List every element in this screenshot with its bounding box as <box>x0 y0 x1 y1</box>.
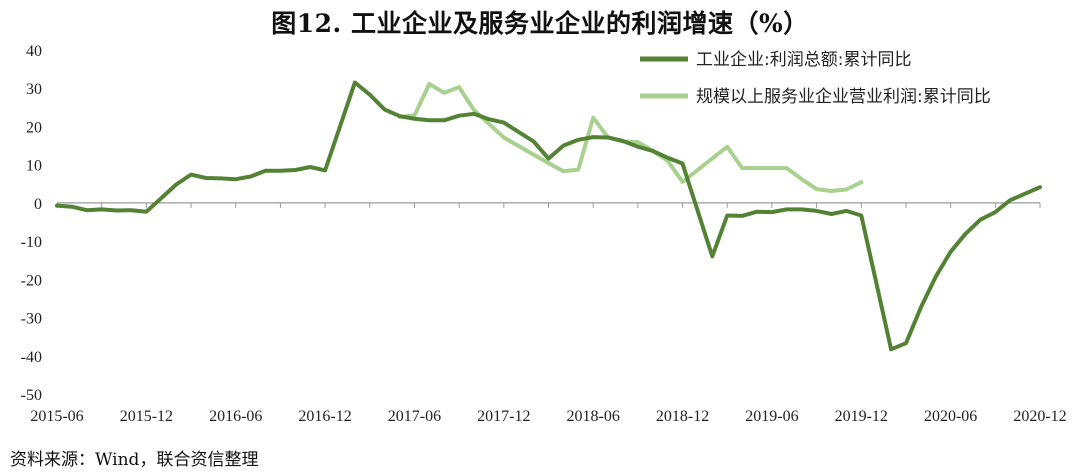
x-tick-label: 2019-12 <box>835 408 888 425</box>
series-lines <box>55 80 1042 352</box>
y-tick-label: 0 <box>34 196 42 213</box>
y-tick-label: -40 <box>21 349 42 366</box>
y-tick-label: 40 <box>26 43 42 60</box>
x-tick-label: 2016-12 <box>298 408 351 425</box>
x-tick-label: 2019-06 <box>745 408 798 425</box>
x-tick-label: 2016-06 <box>209 408 262 425</box>
x-tick-label: 2015-12 <box>120 408 173 425</box>
y-tick-label: -30 <box>21 311 42 328</box>
y-tick-label: -10 <box>21 234 42 251</box>
y-tick-label: 10 <box>26 158 42 175</box>
x-tick-label: 2018-06 <box>567 408 620 425</box>
series-line-0 <box>55 80 1042 352</box>
legend-label-0: 工业企业:利润总额:累计同比 <box>696 50 911 70</box>
y-tick-label: 30 <box>26 81 42 98</box>
source-note: 资料来源：Wind，联合资信整理 <box>10 450 259 470</box>
x-axis-tick-labels: 2015-06 2015-12 2016-06 2016-12 2017-06 2017-… <box>30 408 1066 425</box>
y-tick-label: 20 <box>26 119 42 136</box>
x-tick-label: 2017-06 <box>388 408 441 425</box>
chart-axes <box>56 202 1041 208</box>
y-tick-label: -20 <box>21 272 42 289</box>
y-axis-tick-labels: 40 30 20 10 0 -10 -20 -30 -40 -50 <box>21 43 42 404</box>
x-tick-label: 2020-06 <box>924 408 977 425</box>
y-tick-label: -50 <box>21 387 42 404</box>
x-tick-label: 2020-12 <box>1013 408 1066 425</box>
legend-label-1: 规模以上服务业企业营业利润:累计同比 <box>696 87 991 107</box>
x-tick-label: 2017-12 <box>477 408 530 425</box>
x-tick-label: 2015-06 <box>30 408 83 425</box>
chart-title: 图12. 工业企业及服务业企业的利润增速（%） <box>271 9 809 38</box>
x-tick-label: 2018-12 <box>656 408 709 425</box>
